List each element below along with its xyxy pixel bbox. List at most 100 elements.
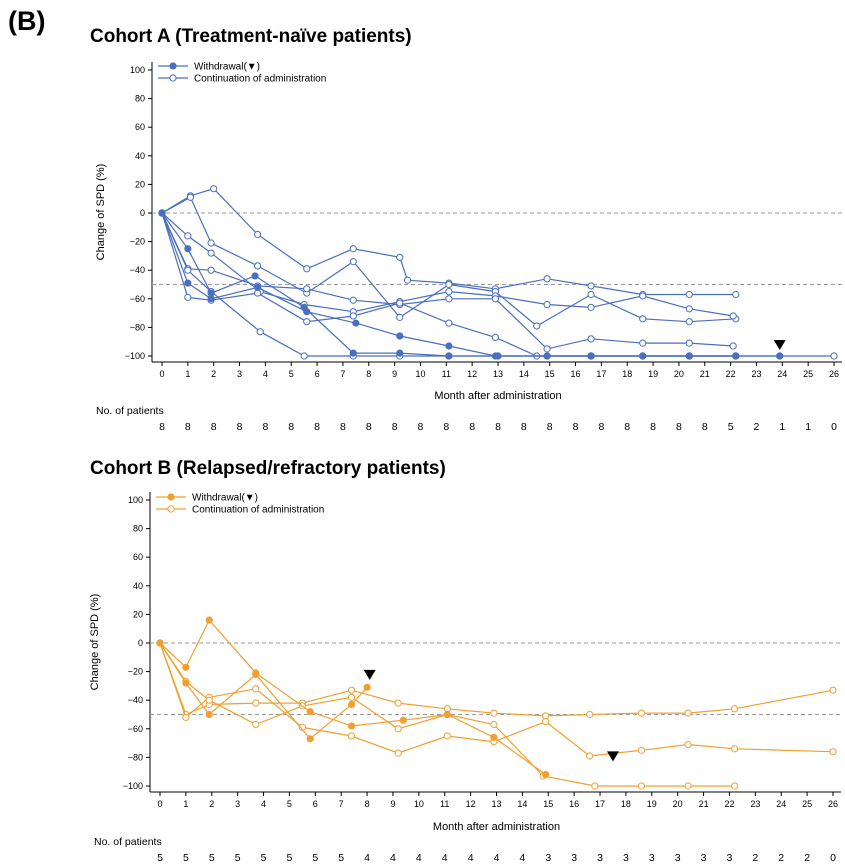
continuation-point <box>443 732 451 740</box>
patient-count: 8 <box>185 421 191 433</box>
continuation-point <box>184 232 192 240</box>
withdrawal-point <box>158 209 166 217</box>
x-tick-label: 2 <box>211 369 216 379</box>
continuation-point <box>587 282 595 290</box>
continuation-point <box>829 686 837 694</box>
continuation-point <box>685 339 693 347</box>
withdrawal-point <box>349 349 357 357</box>
x-tick-label: 7 <box>339 799 344 809</box>
withdrawal-point <box>776 352 784 360</box>
y-tick-label: −60 <box>128 724 143 734</box>
series-line <box>159 642 834 717</box>
continuation-point <box>542 718 550 726</box>
continuation-point <box>445 319 453 327</box>
patient-count: 8 <box>676 421 682 433</box>
continuation-point <box>543 345 551 353</box>
y-tick-label: 60 <box>133 552 143 562</box>
withdrawal-point <box>543 352 551 360</box>
withdrawal-triangle-marker <box>773 340 786 350</box>
series-line <box>161 212 734 350</box>
continuation-point <box>731 782 739 790</box>
withdrawal-triangle-marker <box>606 751 619 762</box>
continuation-point <box>347 686 356 694</box>
patient-count: 2 <box>752 852 758 864</box>
continuation-point <box>207 266 215 274</box>
continuation-point <box>685 318 693 326</box>
continuation-point <box>303 285 311 293</box>
x-tick-label: 13 <box>491 799 501 809</box>
x-tick-label: 0 <box>159 369 164 379</box>
patient-count: 8 <box>418 421 424 433</box>
patient-count: 1 <box>805 421 811 433</box>
continuation-point <box>684 782 692 790</box>
x-tick-label: 21 <box>700 369 710 379</box>
withdrawal-point <box>306 735 314 743</box>
continuation-point <box>587 290 595 299</box>
patient-count: 3 <box>597 852 603 864</box>
x-tick-label: 4 <box>261 799 266 809</box>
patient-count: 8 <box>573 421 579 433</box>
patient-count: 3 <box>675 852 681 864</box>
y-tick-label: −100 <box>125 351 145 361</box>
x-tick-label: 17 <box>595 799 605 809</box>
x-tick-label: 26 <box>829 369 839 379</box>
y-tick-label: 100 <box>128 495 143 505</box>
patient-count: 8 <box>495 421 501 433</box>
patient-count: 0 <box>831 421 837 433</box>
y-tick-label: −40 <box>130 265 145 275</box>
x-axis-label: Month after administration <box>433 821 560 833</box>
withdrawal-point <box>494 352 502 360</box>
continuation-point <box>731 705 739 713</box>
withdrawal-point <box>182 679 190 687</box>
patient-count: 4 <box>519 852 525 864</box>
continuation-point <box>396 299 404 307</box>
continuation-point <box>637 709 646 717</box>
patient-count: 3 <box>727 852 733 864</box>
x-tick-label: 20 <box>673 799 683 809</box>
continuation-point <box>729 342 737 350</box>
x-tick-label: 2 <box>209 799 214 809</box>
x-tick-label: 25 <box>802 799 812 809</box>
continuation-point <box>586 752 594 760</box>
continuation-point <box>300 352 308 360</box>
continuation-point <box>445 295 453 303</box>
patient-count: 3 <box>701 852 707 864</box>
y-tick-label: 20 <box>133 609 143 619</box>
patient-count: 5 <box>312 852 318 864</box>
withdrawal-point <box>205 616 213 624</box>
continuation-point <box>685 290 693 299</box>
continuation-point <box>639 315 647 323</box>
patient-count: 8 <box>211 421 217 433</box>
y-tick-label: 40 <box>135 151 145 161</box>
continuation-point <box>349 296 357 304</box>
x-tick-label: 16 <box>571 369 581 379</box>
continuation-point <box>349 245 357 253</box>
withdrawal-point <box>352 319 360 327</box>
continuation-point <box>394 749 402 757</box>
continuation-point <box>591 782 599 790</box>
x-tick-label: 9 <box>390 799 395 809</box>
continuation-point <box>403 276 412 284</box>
continuation-point <box>205 696 213 704</box>
withdrawal-point <box>732 352 740 360</box>
withdrawal-point <box>639 352 647 360</box>
continuation-point <box>445 288 453 296</box>
patient-count: 8 <box>314 421 320 433</box>
patient-count: 8 <box>443 421 449 433</box>
patient-count: 8 <box>650 421 656 433</box>
withdrawal-point <box>205 710 213 719</box>
withdrawal-point <box>347 722 356 730</box>
y-tick-label: −80 <box>128 752 143 762</box>
x-tick-label: 11 <box>440 799 449 809</box>
continuation-point <box>491 295 500 303</box>
withdrawal-point <box>490 733 498 741</box>
x-tick-label: 23 <box>750 799 760 809</box>
patient-count: 8 <box>624 421 630 433</box>
patient-count: 8 <box>598 421 604 433</box>
continuation-point <box>394 699 402 707</box>
x-tick-label: 6 <box>313 799 318 809</box>
continuation-point <box>396 253 404 261</box>
patient-count: 4 <box>442 852 448 864</box>
patient-count: 8 <box>366 421 372 433</box>
x-tick-label: 26 <box>828 799 838 809</box>
